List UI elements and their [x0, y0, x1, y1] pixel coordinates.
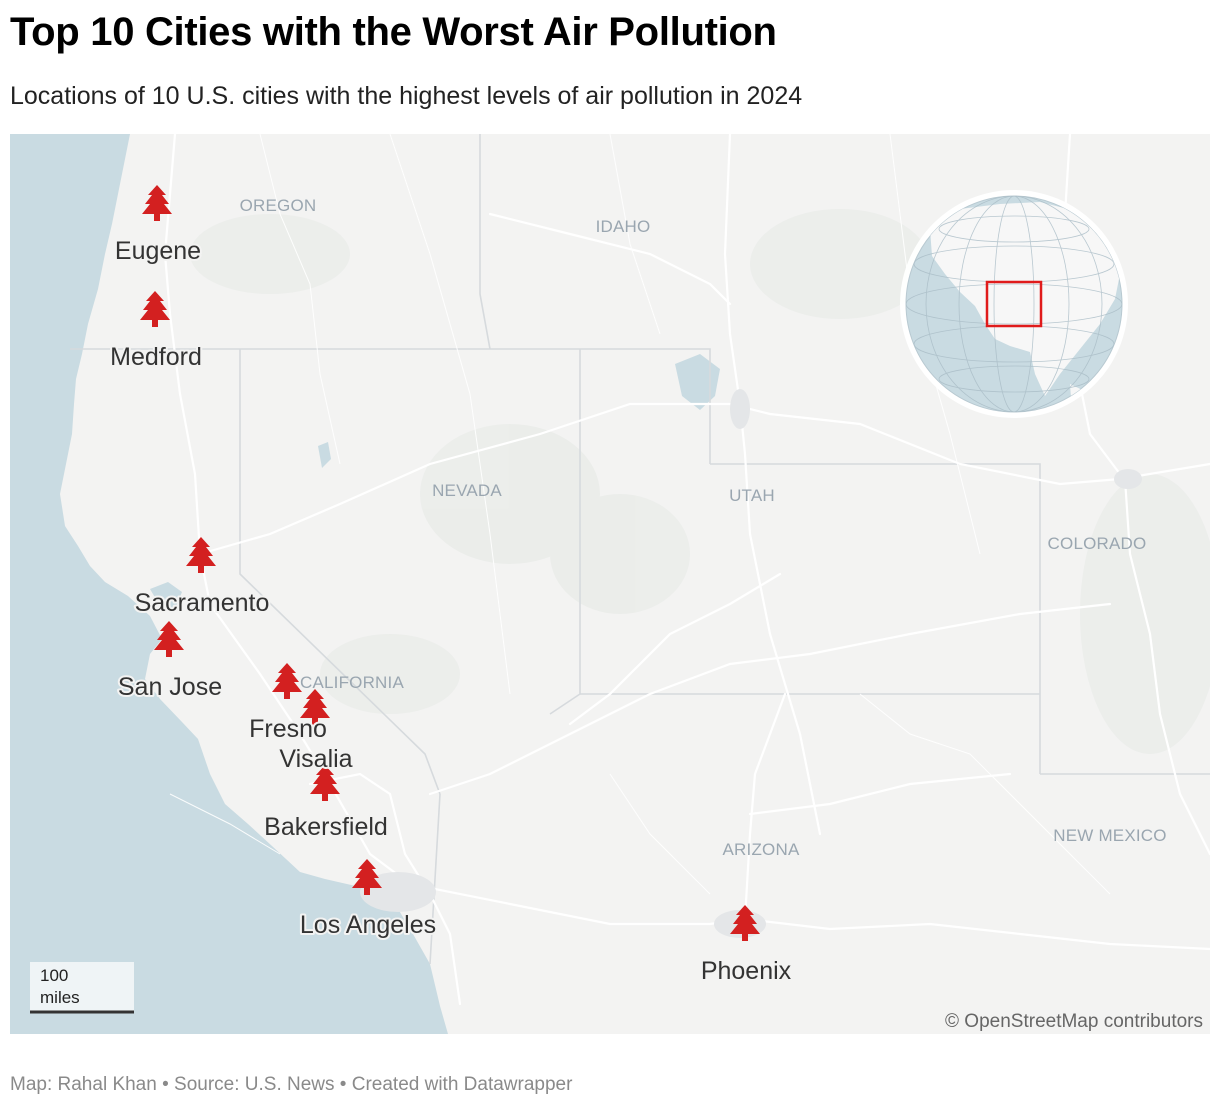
city-label-los-angeles: Los Angeles	[300, 911, 436, 939]
map-title: Top 10 Cities with the Worst Air Polluti…	[10, 10, 777, 54]
city-label-phoenix: Phoenix	[701, 957, 792, 985]
city-label-visalia: Visalia	[279, 745, 352, 773]
globe-north-america	[930, 202, 1122, 396]
state-label-arizona: ARIZONA	[723, 840, 800, 859]
urban-areas	[360, 389, 1142, 938]
city-label-bakersfield: Bakersfield	[264, 813, 388, 841]
scale-bar: 100 miles	[30, 962, 134, 1014]
san-francisco-bay	[150, 582, 182, 609]
state-label-utah: UTAH	[729, 486, 775, 505]
scale-value: 100	[40, 966, 68, 985]
locator-globe	[900, 190, 1128, 418]
city-label-medford: Medford	[110, 343, 202, 371]
state-label-new-mexico: NEW MEXICO	[1053, 826, 1166, 845]
map-subtitle: Locations of 10 U.S. cities with the hig…	[10, 82, 803, 110]
scale-unit: miles	[40, 988, 80, 1007]
state-borders	[70, 134, 1210, 965]
state-label-idaho: IDAHO	[596, 217, 651, 236]
state-label-colorado: COLORADO	[1048, 534, 1147, 553]
state-label-nevada: NEVADA	[432, 481, 502, 500]
city-label-fresno: Fresno	[249, 715, 327, 743]
city-label-san-jose: San Jose	[118, 673, 222, 701]
city-label-sacramento: Sacramento	[135, 589, 270, 617]
map-area[interactable]: OREGON IDAHO NEVADA UTAH COLORADO CALIFO…	[10, 134, 1210, 1034]
locator-box	[985, 280, 1043, 328]
state-label-oregon: OREGON	[240, 196, 317, 215]
lake-tahoe	[318, 442, 331, 468]
state-label-california: CALIFORNIA	[300, 673, 404, 692]
minor-roads	[169, 134, 1111, 895]
city-label-eugene: Eugene	[115, 237, 201, 265]
map-attribution[interactable]: © OpenStreetMap contributors	[945, 1011, 1203, 1032]
great-salt-lake	[675, 354, 720, 410]
map-svg[interactable]: OREGON IDAHO NEVADA UTAH COLORADO CALIFO…	[10, 134, 1210, 1034]
map-footer: Map: Rahal Khan • Source: U.S. News • Cr…	[10, 1074, 573, 1095]
